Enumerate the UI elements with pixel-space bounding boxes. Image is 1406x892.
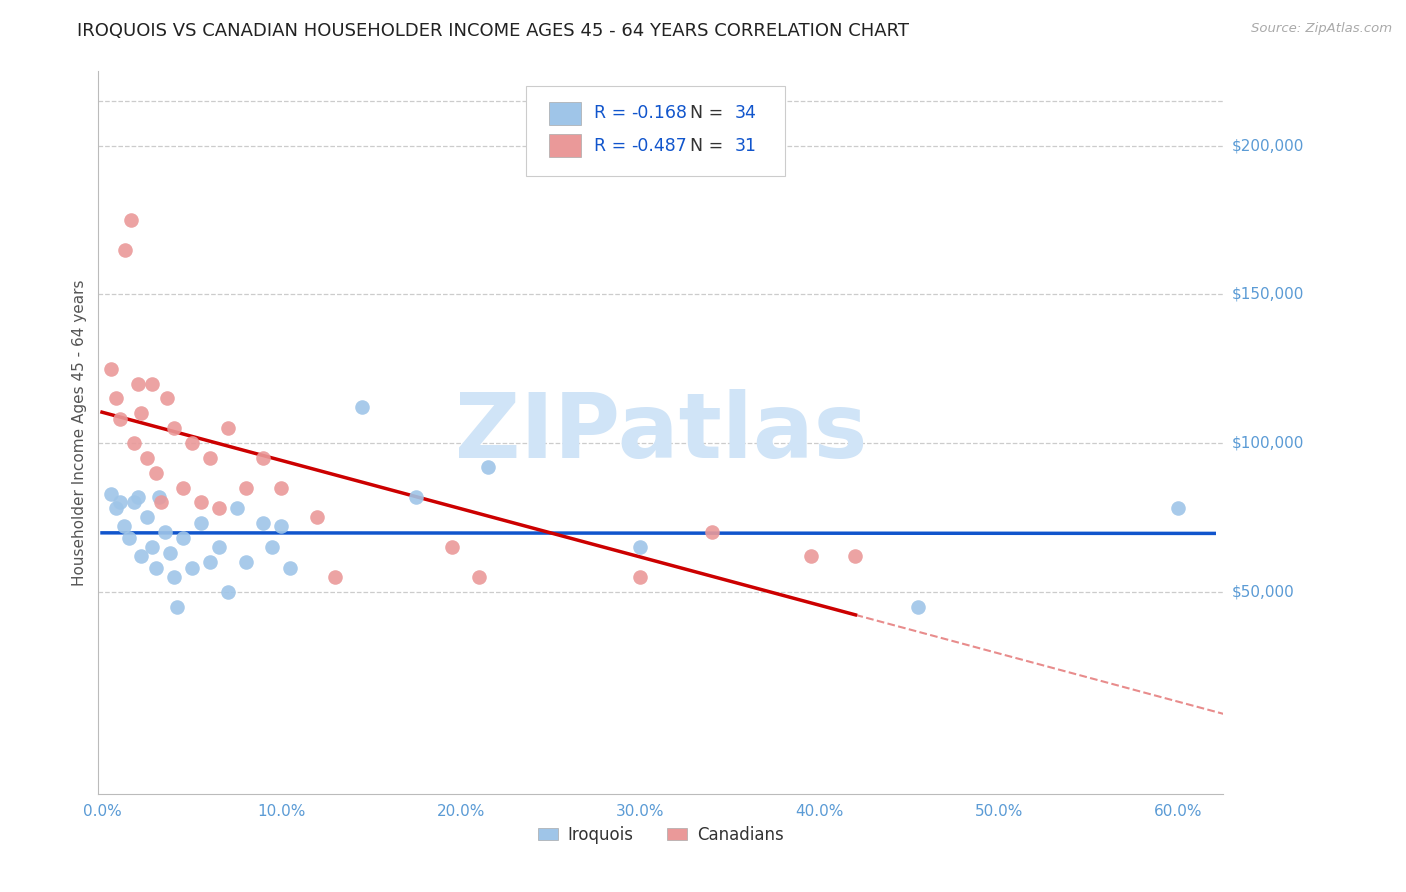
Point <box>262 540 284 554</box>
Text: N =: N = <box>679 136 728 155</box>
Point <box>148 490 170 504</box>
Point <box>124 436 146 450</box>
Point <box>120 213 142 227</box>
Point <box>217 421 239 435</box>
Point <box>800 549 823 563</box>
Text: $150,000: $150,000 <box>1232 287 1303 301</box>
Point <box>131 406 153 420</box>
Text: $200,000: $200,000 <box>1232 138 1303 153</box>
Point <box>252 450 274 465</box>
Text: R =: R = <box>595 104 633 122</box>
FancyBboxPatch shape <box>526 86 785 176</box>
Point <box>235 481 257 495</box>
Point <box>207 501 229 516</box>
Point <box>270 519 292 533</box>
Point <box>127 490 149 504</box>
Point <box>100 361 122 376</box>
Point <box>105 501 128 516</box>
Point <box>172 481 194 495</box>
Point <box>145 561 167 575</box>
Text: 31: 31 <box>735 136 756 155</box>
Point <box>307 510 329 524</box>
Point <box>150 495 173 509</box>
Point <box>477 459 499 474</box>
Text: ZIPatlas: ZIPatlas <box>454 389 868 476</box>
Point <box>323 570 346 584</box>
Point <box>159 546 181 560</box>
Point <box>131 549 153 563</box>
Point <box>628 540 651 554</box>
Point <box>235 555 257 569</box>
Point <box>270 481 292 495</box>
Point <box>180 561 202 575</box>
Text: $50,000: $50,000 <box>1232 584 1295 599</box>
Point <box>467 570 489 584</box>
Point <box>1167 501 1189 516</box>
FancyBboxPatch shape <box>550 102 581 125</box>
Point <box>190 495 212 509</box>
Point <box>163 570 186 584</box>
Point <box>280 561 302 575</box>
Point <box>105 392 128 406</box>
Text: N =: N = <box>679 104 728 122</box>
Point <box>141 540 163 554</box>
Point <box>207 540 229 554</box>
Text: R =: R = <box>595 136 633 155</box>
Point <box>172 531 194 545</box>
Point <box>225 501 247 516</box>
Point <box>405 490 427 504</box>
Point <box>190 516 212 531</box>
Y-axis label: Householder Income Ages 45 - 64 years: Householder Income Ages 45 - 64 years <box>72 279 87 586</box>
Point <box>198 450 221 465</box>
Text: $100,000: $100,000 <box>1232 435 1303 450</box>
Point <box>907 599 929 614</box>
Point <box>440 540 463 554</box>
Text: Source: ZipAtlas.com: Source: ZipAtlas.com <box>1251 22 1392 36</box>
Text: -0.487: -0.487 <box>631 136 688 155</box>
Point <box>108 495 131 509</box>
Point <box>153 525 176 540</box>
Point <box>166 599 188 614</box>
Point <box>844 549 866 563</box>
Point <box>155 392 177 406</box>
Point <box>198 555 221 569</box>
Point <box>112 519 135 533</box>
Point <box>163 421 186 435</box>
Point <box>217 584 239 599</box>
Point <box>141 376 163 391</box>
Point <box>127 376 149 391</box>
Point <box>118 531 141 545</box>
Legend: Iroquois, Canadians: Iroquois, Canadians <box>531 819 790 851</box>
Point <box>180 436 202 450</box>
Point <box>108 412 131 426</box>
Text: -0.168: -0.168 <box>631 104 688 122</box>
Point <box>114 243 136 257</box>
Point <box>145 466 167 480</box>
Point <box>100 486 122 500</box>
Text: 34: 34 <box>735 104 756 122</box>
Point <box>628 570 651 584</box>
Point <box>124 495 146 509</box>
Point <box>700 525 723 540</box>
FancyBboxPatch shape <box>550 134 581 157</box>
Point <box>352 401 374 415</box>
Point <box>252 516 274 531</box>
Point <box>135 510 157 524</box>
Point <box>135 450 157 465</box>
Text: IROQUOIS VS CANADIAN HOUSEHOLDER INCOME AGES 45 - 64 YEARS CORRELATION CHART: IROQUOIS VS CANADIAN HOUSEHOLDER INCOME … <box>77 22 910 40</box>
